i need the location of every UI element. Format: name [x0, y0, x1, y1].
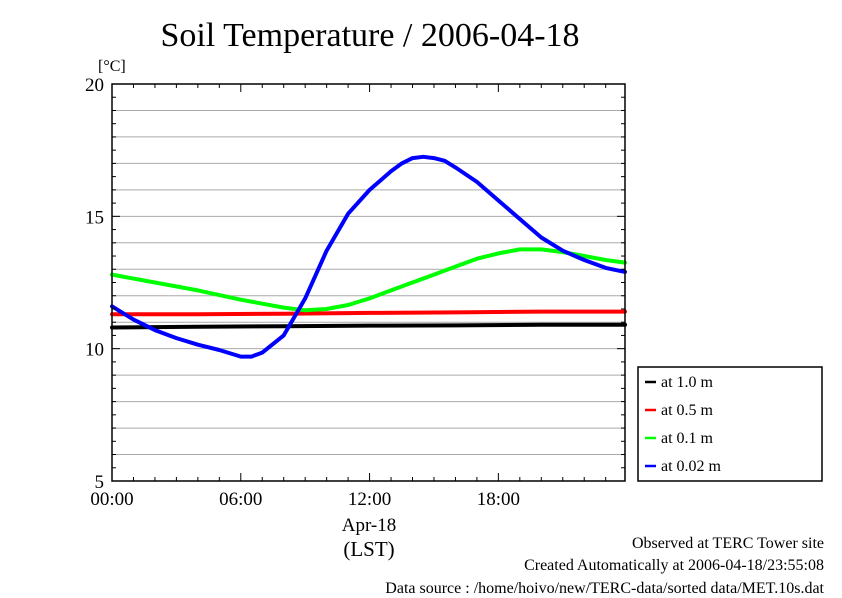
x-tick-label: 12:00 — [348, 489, 391, 510]
series-line-4 — [110, 154, 627, 359]
x-tick-label: 18:00 — [477, 489, 520, 510]
y-tick-label: 15 — [85, 207, 104, 228]
plot-frame — [111, 83, 626, 482]
legend-label: at 1.0 m — [661, 374, 714, 391]
series-line-2 — [110, 309, 627, 317]
chart-title: Soil Temperature / 2006-04-18 — [160, 17, 579, 54]
footer-created: Created Automatically at 2006-04-18/23:5… — [524, 557, 824, 574]
grid-lines — [112, 109, 625, 456]
x-axis-unit: (LST) — [343, 537, 394, 561]
y-ticks: 5 10 15 20 — [85, 75, 625, 493]
y-tick-label: 20 — [85, 75, 104, 96]
y-tick-label: 5 — [95, 472, 105, 493]
x-tick-label: 06:00 — [219, 489, 262, 510]
x-axis-label: Apr-18 — [342, 515, 397, 536]
legend-box — [637, 366, 823, 482]
x-tick-label: 00:00 — [90, 489, 133, 510]
series-group — [110, 154, 627, 359]
y-axis-label: [°C] — [98, 58, 126, 75]
legend: at 1.0 m at 0.5 m at 0.1 m at 0.02 m — [637, 366, 823, 482]
series-line-3 — [110, 247, 627, 313]
legend-label: at 0.1 m — [661, 430, 714, 447]
footer-source: Data source : /home/hoivo/new/TERC-data/… — [385, 580, 824, 597]
x-ticks: 00:00 06:00 12:00 18:00 — [90, 84, 607, 510]
series-line-1 — [110, 322, 627, 330]
legend-label: at 0.5 m — [661, 402, 714, 419]
y-tick-label: 10 — [85, 340, 104, 361]
footer-observed: Observed at TERC Tower site — [631, 535, 824, 552]
legend-label: at 0.02 m — [661, 458, 722, 475]
